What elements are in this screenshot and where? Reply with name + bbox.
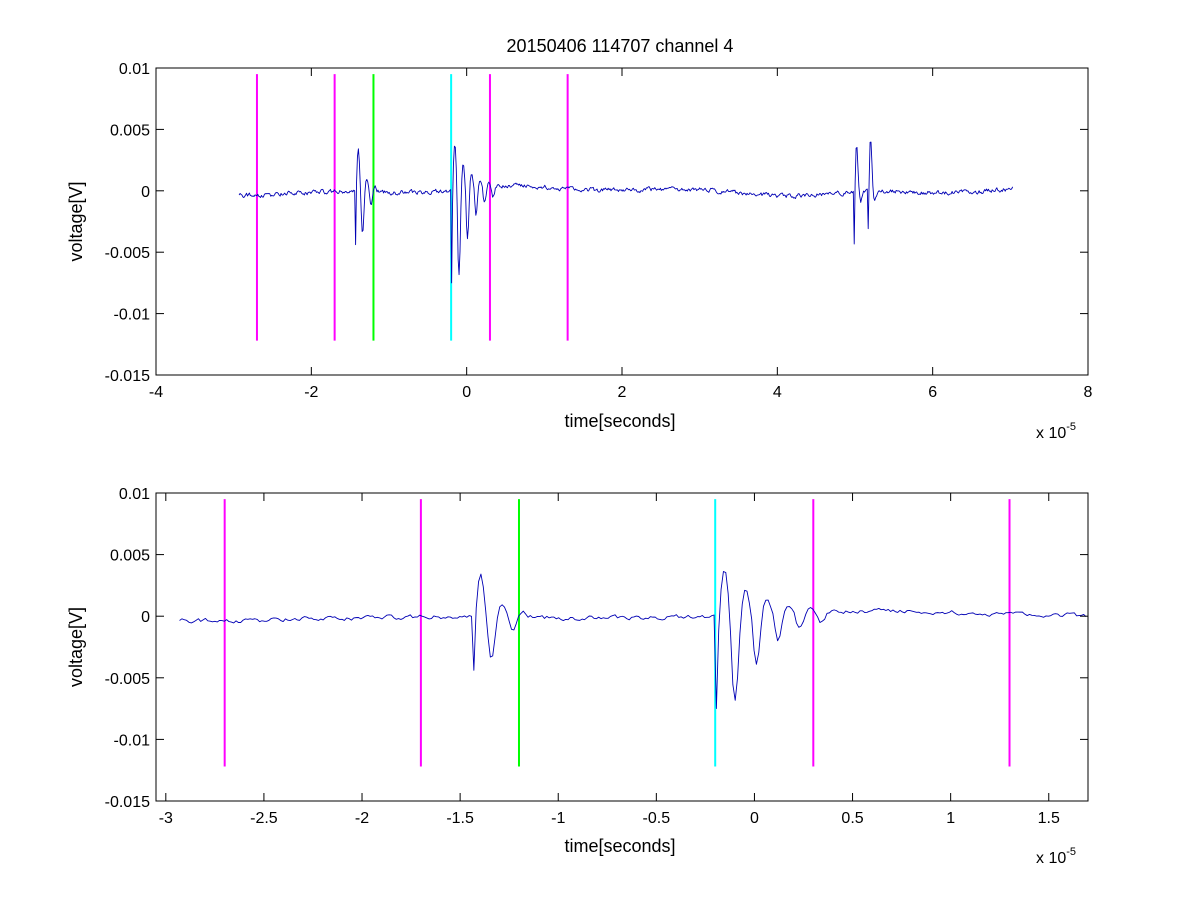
bottom-y-ticks: -0.015 -0.01 -0.005 0 0.005 0.01 <box>105 486 1088 811</box>
x-tick-label: -1 <box>551 810 565 827</box>
y-tick-label: -0.015 <box>105 794 150 811</box>
bottom-plot-area <box>156 493 1088 801</box>
y-tick-label: -0.015 <box>105 368 150 385</box>
y-tick-label: 0 <box>141 184 150 201</box>
bottom-x-ticks: -3 -2.5 -2 -1.5 -1 -0.5 0 0.5 1 1.5 <box>159 493 1060 827</box>
top-x-multiplier: x 10-5 <box>1036 421 1076 442</box>
x-tick-label: 2 <box>618 384 627 401</box>
top-signal-line <box>238 141 1014 284</box>
top-chart-title: 20150406 114707 channel 4 <box>507 36 734 56</box>
x-tick-label: 0 <box>462 384 471 401</box>
x-tick-label: 0 <box>750 810 759 827</box>
top-x-multiplier-base: x 10 <box>1036 425 1066 442</box>
top-x-axis-label: time[seconds] <box>564 411 675 431</box>
bottom-x-multiplier: x 10-5 <box>1036 846 1076 867</box>
bottom-x-multiplier-base: x 10 <box>1036 850 1066 867</box>
top-plot-area <box>156 68 1088 375</box>
x-tick-label: 0.5 <box>841 810 863 827</box>
bottom-signal-line <box>179 571 1087 709</box>
y-tick-label: -0.01 <box>114 732 151 749</box>
y-tick-label: 0.01 <box>119 486 150 503</box>
y-tick-label: -0.005 <box>105 245 150 262</box>
x-tick-label: 1 <box>946 810 955 827</box>
x-tick-label: -2 <box>355 810 369 827</box>
x-tick-label: 8 <box>1084 384 1093 401</box>
top-x-multiplier-exponent: -5 <box>1066 421 1076 433</box>
x-tick-label: 4 <box>773 384 782 401</box>
x-tick-label: -0.5 <box>643 810 671 827</box>
x-tick-label: -2.5 <box>250 810 278 827</box>
top-x-ticks: -4 -2 0 2 4 6 8 <box>149 68 1093 401</box>
x-tick-label: 1.5 <box>1038 810 1060 827</box>
y-tick-label: 0.005 <box>110 122 150 139</box>
bottom-chart: -3 -2.5 -2 -1.5 -1 -0.5 0 0.5 1 1.5 -0.015-0.01-0… <box>66 486 1089 867</box>
y-tick-label: -0.005 <box>105 671 150 688</box>
x-tick-label: 6 <box>928 384 937 401</box>
x-tick-label: -1.5 <box>446 810 474 827</box>
y-tick-label: -0.01 <box>114 307 151 324</box>
y-tick-label: 0 <box>141 609 150 626</box>
bottom-axes-frame <box>155 492 1089 802</box>
top-chart: 20150406 114707 channel 4 -4 -2 0 2 4 6 8 -0.0… <box>66 36 1093 442</box>
x-tick-label: -3 <box>159 810 173 827</box>
y-tick-label: 0.005 <box>110 548 150 565</box>
bottom-markers <box>223 499 1011 767</box>
bottom-y-axis-label: voltage[V] <box>66 607 86 687</box>
y-tick-label: 0.01 <box>119 61 150 78</box>
top-y-axis-label: voltage[V] <box>66 181 86 261</box>
bottom-x-multiplier-exponent: -5 <box>1066 846 1076 858</box>
bottom-x-axis-label: time[seconds] <box>564 836 675 856</box>
x-tick-label: -2 <box>304 384 318 401</box>
x-tick-label: -4 <box>149 384 163 401</box>
top-y-ticks: -0.015 -0.01 -0.005 0 0.005 0.01 <box>105 61 1088 385</box>
